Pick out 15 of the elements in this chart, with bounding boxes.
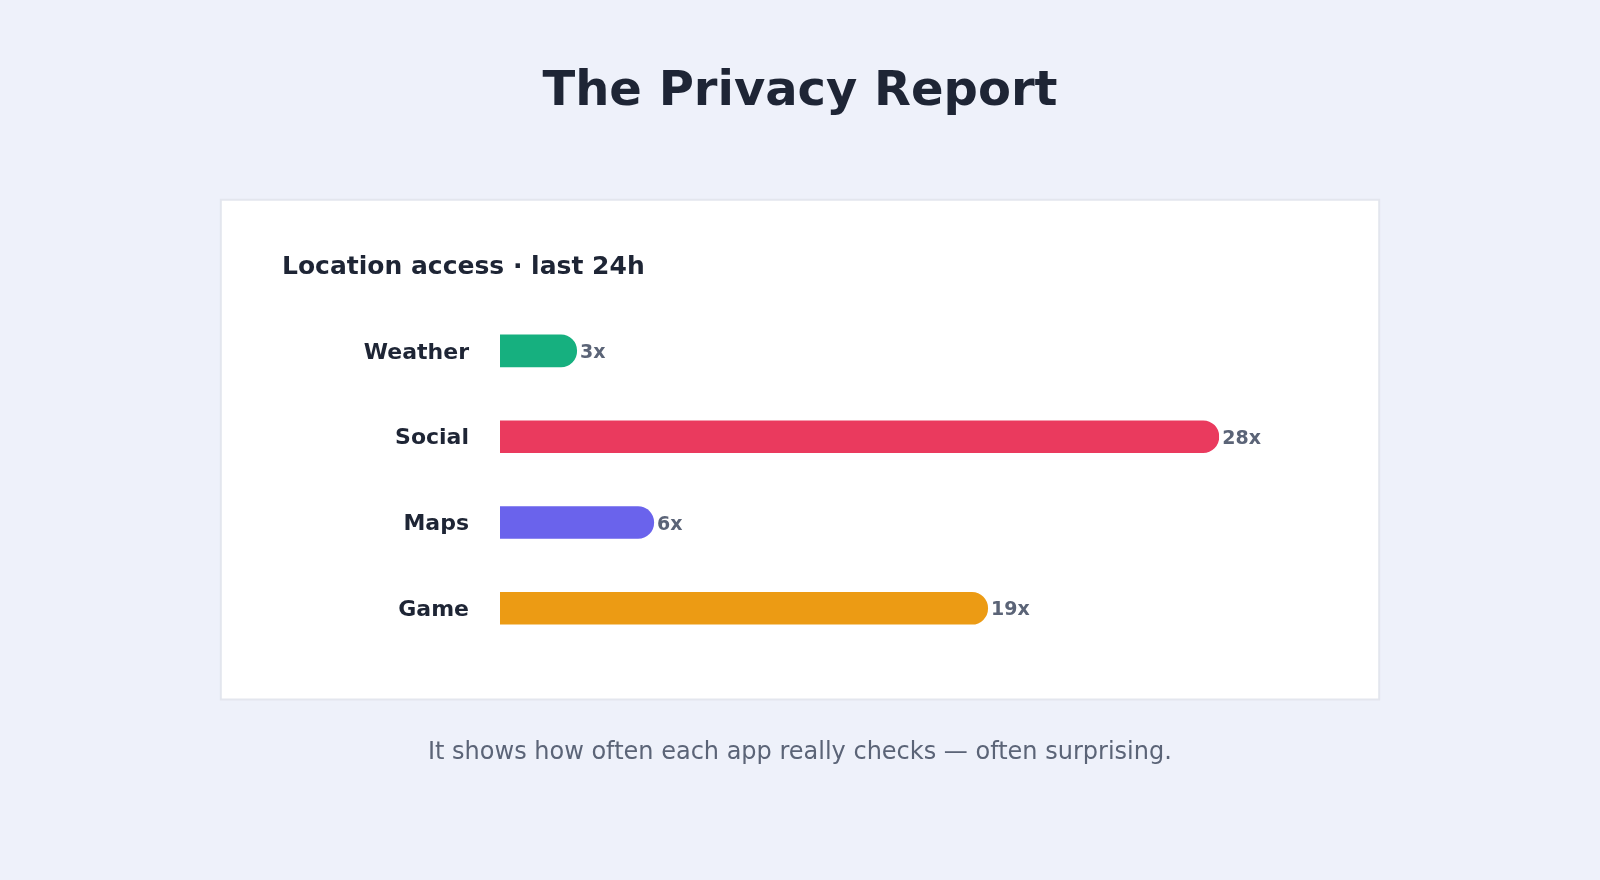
chart-subtitle: Location access · last 24h <box>282 251 645 280</box>
y-tick-label: Game <box>398 596 469 621</box>
data-label: 3x <box>580 339 606 362</box>
data-label: 19x <box>991 597 1030 620</box>
data-label: 6x <box>657 511 683 534</box>
data-label: 28x <box>1222 425 1261 448</box>
y-tick-label: Maps <box>403 510 469 536</box>
bar <box>500 506 655 539</box>
y-tick-label: Weather <box>363 338 470 364</box>
bar <box>500 420 1220 453</box>
bar <box>500 592 989 625</box>
y-tick-label: Social <box>395 424 469 450</box>
text: It shows how often each app really checks — often surprising. <box>428 737 1172 765</box>
bar <box>500 334 578 368</box>
chart-title: The Privacy Report <box>542 59 1058 116</box>
